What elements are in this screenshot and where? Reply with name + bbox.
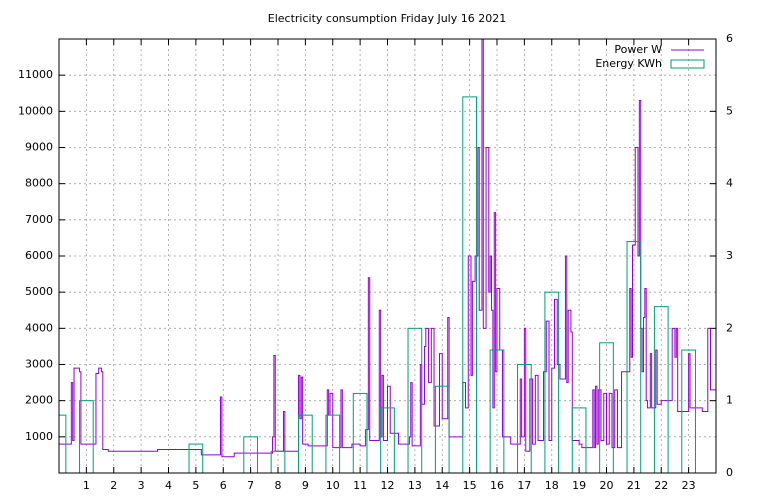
y-tick-label: 11000 — [18, 68, 53, 81]
y-tick-label: 4000 — [25, 321, 53, 334]
x-tick-label: 17 — [517, 479, 531, 492]
energy-box — [517, 364, 532, 473]
plot-frame — [58, 38, 717, 474]
y-tick-label: 2000 — [25, 394, 53, 407]
energy-box — [188, 443, 204, 473]
y-tick-label: 7000 — [25, 213, 53, 226]
legend-label: Energy KWh — [595, 57, 662, 70]
x-tick-label: 21 — [627, 479, 641, 492]
plot-area — [59, 39, 716, 473]
energy-box — [407, 327, 423, 473]
y-tick-label: 8000 — [25, 177, 53, 190]
energy-box — [462, 96, 477, 473]
x-tick-label: 8 — [275, 479, 282, 492]
y2-tick-label: 4 — [726, 177, 733, 190]
x-tick-label: 10 — [326, 479, 340, 492]
x-tick-label: 20 — [600, 479, 614, 492]
y-tick-label: 10000 — [18, 104, 53, 117]
power-line — [59, 39, 716, 458]
x-tick-label: 13 — [408, 479, 422, 492]
x-tick-label: 12 — [381, 479, 395, 492]
y-tick-label: 5000 — [25, 285, 53, 298]
x-tick-label: 11 — [353, 479, 367, 492]
legend-swatch — [670, 59, 705, 69]
energy-box — [59, 414, 67, 473]
x-tick-label: 6 — [220, 479, 227, 492]
y2-tick-label: 0 — [726, 466, 733, 479]
y2-tick-label: 5 — [726, 104, 733, 117]
y2-tick-label: 3 — [726, 249, 733, 262]
x-tick-label: 18 — [545, 479, 559, 492]
energy-box — [434, 385, 450, 473]
y2-tick-label: 1 — [726, 394, 733, 407]
x-tick-label: 19 — [572, 479, 586, 492]
energy-box — [626, 241, 642, 473]
x-tick-label: 23 — [682, 479, 696, 492]
x-tick-label: 16 — [490, 479, 504, 492]
energy-box — [243, 436, 258, 473]
y-tick-label: 9000 — [25, 141, 53, 154]
x-tick-label: 9 — [302, 479, 309, 492]
y2-tick-label: 2 — [726, 321, 733, 334]
x-tick-label: 7 — [247, 479, 254, 492]
x-tick-label: 14 — [435, 479, 449, 492]
x-tick-label: 22 — [654, 479, 668, 492]
chart-title: Electricity consumption Friday July 16 2… — [268, 12, 506, 25]
energy-box — [653, 306, 669, 473]
x-tick-label: 2 — [110, 479, 117, 492]
x-tick-label: 3 — [138, 479, 145, 492]
y2-tick-label: 6 — [726, 32, 733, 45]
x-tick-label: 15 — [463, 479, 477, 492]
y-tick-label: 3000 — [25, 358, 53, 371]
energy-box — [79, 400, 94, 473]
x-tick-label: 1 — [83, 479, 90, 492]
x-tick-label: 5 — [192, 479, 199, 492]
legend-label: Power W — [614, 43, 662, 56]
y-tick-label: 1000 — [25, 430, 53, 443]
x-tick-label: 4 — [165, 479, 172, 492]
y-tick-label: 6000 — [25, 249, 53, 262]
